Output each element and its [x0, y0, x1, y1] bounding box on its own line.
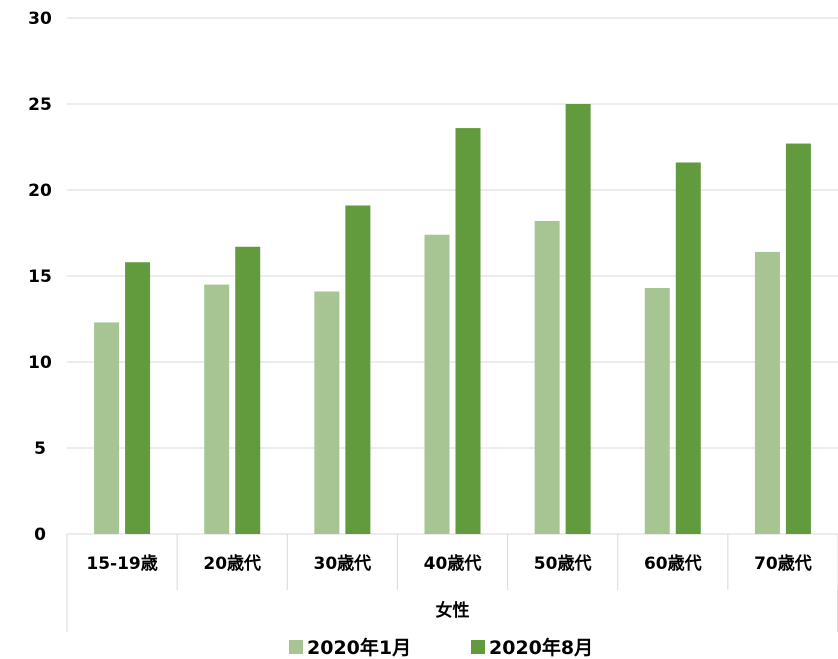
bar-aug-6 [785, 143, 811, 534]
x-category-label: 15-19歳 [86, 553, 157, 574]
bar-jan-0 [94, 322, 120, 534]
y-tick-label: 0 [34, 525, 46, 545]
legend: 2020年1月 2020年8月 [289, 636, 593, 659]
bar-aug-3 [455, 128, 481, 534]
bars [94, 104, 811, 535]
y-tick-label: 30 [28, 9, 52, 29]
bar-jan-6 [754, 251, 780, 535]
x-category-label: 50歳代 [534, 553, 592, 574]
y-tick-label: 10 [28, 353, 52, 373]
x-category-label: 30歳代 [314, 553, 372, 574]
y-tick-label: 5 [34, 439, 46, 459]
bar-aug-0 [125, 262, 151, 534]
y-axis: 0 5 10 15 20 25 30 [28, 9, 52, 545]
bar-jan-4 [534, 220, 560, 534]
y-tick-label: 25 [28, 95, 52, 115]
bar-aug-1 [235, 246, 261, 534]
bar-jan-3 [424, 234, 450, 534]
legend-label: 2020年8月 [489, 636, 593, 659]
x-category-label: 60歳代 [644, 553, 702, 574]
x-category-label: 40歳代 [424, 553, 482, 574]
x-group-label: 女性 [436, 600, 470, 621]
x-category-label: 20歳代 [203, 553, 261, 574]
legend-swatch [471, 640, 485, 654]
x-category-label: 70歳代 [754, 553, 812, 574]
y-tick-label: 15 [28, 267, 52, 287]
gridlines [67, 17, 838, 535]
legend-swatch [289, 640, 303, 654]
legend-label: 2020年1月 [307, 636, 411, 659]
y-tick-label: 20 [28, 181, 52, 201]
bar-jan-5 [644, 288, 670, 534]
bar-aug-4 [565, 104, 591, 534]
bar-jan-2 [314, 291, 340, 534]
bar-aug-5 [675, 162, 701, 535]
bar-jan-1 [204, 284, 230, 534]
bar-aug-2 [345, 205, 371, 535]
